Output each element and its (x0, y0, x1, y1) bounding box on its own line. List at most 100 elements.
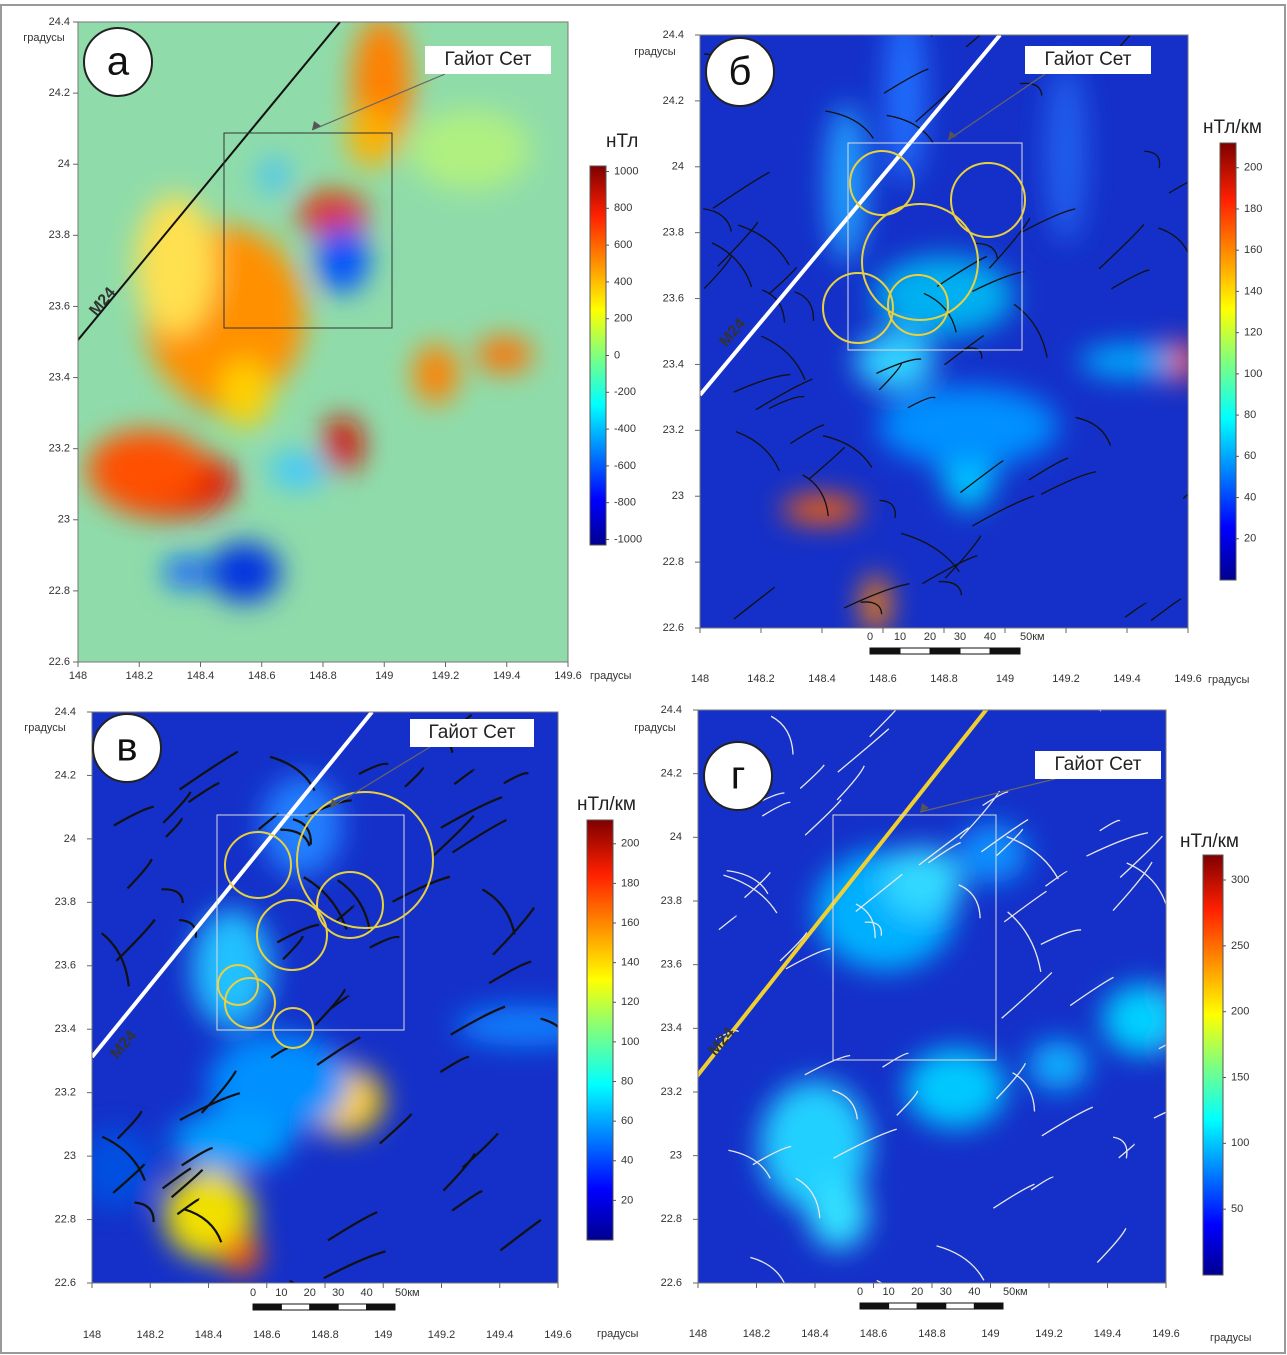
anomaly (883, 847, 963, 917)
colorbar-tick-label: 160 (621, 917, 639, 929)
anomaly (323, 416, 363, 472)
scale-segment (990, 648, 1020, 654)
cell-boundary (1100, 682, 1138, 711)
colorbar-tick-label: 0 (614, 349, 620, 361)
colorbar-tick-label: 80 (621, 1075, 633, 1087)
scale-label: 40 (984, 631, 996, 643)
y-unit: градусы (24, 722, 66, 734)
anomaly (455, 1006, 595, 1046)
anomaly (885, 4, 925, 184)
scale-segment (253, 1304, 281, 1310)
y-tick-label: 22.8 (55, 1213, 76, 1225)
anomaly (87, 430, 207, 510)
colorbar (1203, 855, 1223, 1275)
y-unit: градусы (23, 32, 65, 44)
y-tick-label: 24.2 (55, 769, 76, 781)
x-tick-label: 149.4 (493, 670, 521, 682)
scale-label: 40 (968, 1286, 980, 1298)
y-tick-label: 24.2 (49, 87, 70, 99)
panel-letter: г (731, 754, 746, 798)
anomaly (878, 386, 1058, 466)
annotation: Гайот Сет (445, 49, 532, 70)
scale-segment (917, 1303, 946, 1309)
y-tick-label: 23.2 (663, 424, 684, 436)
anomaly (164, 556, 208, 588)
y-tick-label: 23.6 (661, 959, 682, 971)
anomaly (347, 107, 397, 167)
colorbar-tick-label: -600 (614, 460, 636, 472)
y-tick-label: 23 (64, 1150, 76, 1162)
x-tick-label: 148.8 (918, 1328, 946, 1340)
x-tick-label: 149.2 (1035, 1328, 1063, 1340)
y-tick-label: 22.6 (55, 1277, 76, 1289)
colorbar-tick-label: 160 (1244, 244, 1262, 256)
scale-label: 20 (924, 631, 936, 643)
anomaly (209, 542, 281, 602)
y-unit: градусы (634, 46, 676, 58)
y-tick-label: 22.8 (49, 585, 70, 597)
x-tick-label: 148.4 (801, 1328, 829, 1340)
y-tick-label: 24 (672, 161, 684, 173)
panel-letter: б (729, 50, 752, 94)
scale-segment (367, 1304, 395, 1310)
y-tick-label: 23.6 (663, 292, 684, 304)
colorbar-tick-label: 120 (621, 996, 639, 1008)
colorbar-tick-label: 20 (1244, 533, 1256, 545)
scale-label: 30 (940, 1286, 952, 1298)
y-tick-label: 23.6 (49, 300, 70, 312)
scale-segment (860, 1303, 889, 1309)
scale-segment (946, 1303, 975, 1309)
x-tick-label: 148.6 (248, 670, 276, 682)
y-tick-label: 23 (670, 1150, 682, 1162)
anomaly (782, 495, 862, 523)
x-tick-label: 149 (374, 1329, 392, 1341)
colorbar-tick-label: 1000 (614, 165, 638, 177)
y-tick-label: 24.4 (661, 704, 682, 716)
y-tick-label: 23 (672, 490, 684, 502)
x-unit: градусы (597, 1328, 639, 1340)
y-tick-label: 24.4 (49, 16, 70, 28)
anomaly (826, 103, 866, 263)
map-area (78, 16, 568, 662)
x-tick-label: 148.2 (125, 670, 153, 682)
x-tick-label: 149.4 (1113, 673, 1141, 685)
scale-label: 50км (1003, 1286, 1028, 1298)
anomaly (262, 776, 342, 876)
colorbar-tick-label: -800 (614, 497, 636, 509)
x-tick-label: 149 (996, 673, 1014, 685)
map-background (698, 710, 1166, 1283)
scale-label: 20 (911, 1286, 923, 1298)
x-unit: градусы (590, 670, 632, 682)
anomaly (260, 158, 288, 194)
y-tick-label: 22.6 (49, 656, 70, 668)
anomaly (1079, 345, 1179, 377)
colorbar-tick-label: 300 (1231, 874, 1249, 886)
y-tick-label: 24.2 (661, 768, 682, 780)
x-unit: градусы (1208, 674, 1250, 686)
x-tick-label: 149.2 (1052, 673, 1080, 685)
scale-segment (338, 1304, 366, 1310)
scale-segment (974, 1303, 1003, 1309)
y-tick-label: 23.8 (663, 227, 684, 239)
x-tick-label: 149.6 (544, 1329, 572, 1341)
anomaly (476, 337, 532, 373)
map-panel: М24бГайот Сет148148.2148.4148.6148.81491… (634, 4, 1262, 686)
y-tick-label: 22.8 (663, 556, 684, 568)
colorbar-tick-label: 50 (1231, 1203, 1243, 1215)
anomaly (192, 909, 272, 1029)
y-tick-label: 23.8 (55, 896, 76, 908)
anomaly (136, 195, 216, 335)
anomaly (1028, 1040, 1088, 1090)
y-tick-label: 24.2 (663, 95, 684, 107)
x-tick-label: 149 (981, 1328, 999, 1340)
colorbar (590, 166, 606, 545)
y-tick-label: 24 (64, 833, 76, 845)
scale-label: 30 (332, 1287, 344, 1299)
colorbar-tick-label: 180 (1244, 203, 1262, 215)
figure: М24аГайот Сет148148.2148.4148.6148.81491… (0, 0, 1287, 1355)
colorbar-tick-label: 200 (621, 838, 639, 850)
colorbar-tick-label: 140 (621, 957, 639, 969)
colorbar-tick-label: 120 (1244, 327, 1262, 339)
y-tick-label: 23 (58, 514, 70, 526)
x-tick-label: 149.4 (1094, 1328, 1122, 1340)
